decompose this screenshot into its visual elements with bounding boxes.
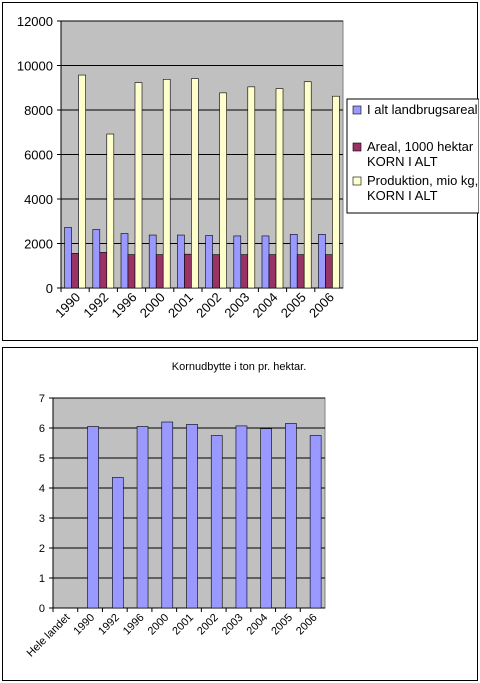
x-tick-label: 2004 <box>250 290 281 321</box>
bar <box>268 254 277 289</box>
y-tick-label: 10000 <box>17 59 53 74</box>
bar <box>205 235 213 289</box>
bar <box>296 254 305 289</box>
bar <box>285 423 297 609</box>
x-tick-label: 2003 <box>220 612 246 638</box>
x-tick-label: 2005 <box>269 612 295 638</box>
legend-label: Areal, 1000 hektar KORN I ALT <box>367 139 474 169</box>
y-tick-label: 2000 <box>24 237 53 252</box>
legend-box <box>346 98 479 214</box>
bar <box>92 229 101 289</box>
bar <box>233 235 242 289</box>
bar <box>155 254 164 289</box>
bar <box>261 235 270 289</box>
x-tick-label: 2001 <box>170 612 196 638</box>
bar <box>289 234 298 289</box>
bar <box>112 477 124 609</box>
y-tick-label: 8000 <box>24 103 53 118</box>
y-tick-label: 4 <box>39 483 45 495</box>
bar <box>210 435 223 609</box>
x-tick-label: 2006 <box>306 290 337 321</box>
yield-chart: Kornudbytte i ton pr. hektar. 0 1 2 3 4 5 6 7 Hel… <box>25 361 326 660</box>
bar <box>212 254 220 289</box>
bar <box>325 254 333 289</box>
legend-label: Produktion, mio kg, KORN I ALT <box>367 173 478 203</box>
x-tick-label: 2000 <box>137 290 168 321</box>
y-tick-label: 4000 <box>24 192 53 207</box>
bar <box>148 234 157 289</box>
x-tick-label: 2000 <box>146 612 172 638</box>
bar <box>184 253 192 289</box>
chart-panel-production: 0 2000 4000 6000 8000 10000 12000 1990 1992 1996 2… <box>2 2 479 341</box>
bar <box>106 133 115 289</box>
x-tick-label: 1990 <box>71 612 97 638</box>
y-tick-label: 0 <box>46 281 53 296</box>
legend-label: I alt landbrugsareal <box>367 102 478 117</box>
y-tick-label: 6 <box>39 423 45 435</box>
y-tick-label: 6000 <box>24 148 53 163</box>
production-chart: 0200040006000800010000120001990199219962… <box>17 14 479 321</box>
bar <box>191 78 199 289</box>
bar <box>127 254 136 289</box>
x-tick-label: 1992 <box>80 290 111 321</box>
x-tick-label: 1996 <box>109 290 140 321</box>
y-tick-label: 1 <box>39 573 45 585</box>
x-tick-label: 1992 <box>96 612 122 638</box>
legend-swatch <box>352 105 362 115</box>
x-tick-label: 2004 <box>245 612 271 638</box>
bar <box>161 421 174 609</box>
bar <box>177 234 185 289</box>
y-tick-label: 7 <box>39 393 45 405</box>
bar <box>71 252 79 289</box>
bar <box>275 88 284 289</box>
x-tick-label: 2005 <box>278 290 309 321</box>
bar <box>162 78 171 289</box>
bar <box>186 424 198 609</box>
chart-title: Kornudbytte i ton pr. hektar. <box>172 361 307 373</box>
bar <box>235 425 248 609</box>
bar <box>309 435 322 609</box>
bar <box>303 81 312 289</box>
bar <box>78 74 86 289</box>
bar <box>134 82 143 289</box>
legend-swatch <box>352 142 362 152</box>
y-tick-label: 2 <box>39 543 45 555</box>
x-tick-label: 2001 <box>165 290 196 321</box>
bar <box>260 428 272 609</box>
bar <box>64 227 72 289</box>
bar <box>318 234 326 289</box>
x-tick-label: 2002 <box>195 612 221 638</box>
bar <box>99 252 108 289</box>
x-tick-label: 2002 <box>193 290 224 321</box>
bar <box>136 426 149 609</box>
x-tick-label: Hele landet <box>25 612 73 660</box>
x-tick-label: 2003 <box>221 290 252 321</box>
chart-panel-yield: Kornudbytte i ton pr. hektar. 0 1 2 3 4 5 6 7 Hel… <box>2 347 478 681</box>
x-tick-label: 1996 <box>121 612 147 638</box>
bar <box>120 233 129 289</box>
bar <box>87 426 99 609</box>
y-tick-label: 5 <box>39 453 45 465</box>
bar <box>240 254 249 289</box>
y-tick-label: 12000 <box>17 14 53 29</box>
y-tick-label: 0 <box>39 603 45 615</box>
x-tick-label: 1990 <box>52 290 83 321</box>
bar <box>247 86 256 289</box>
bar <box>219 92 227 289</box>
legend-swatch <box>352 176 362 186</box>
x-tick-label: 2006 <box>294 612 320 638</box>
y-tick-label: 3 <box>39 513 45 525</box>
bar <box>332 95 340 289</box>
